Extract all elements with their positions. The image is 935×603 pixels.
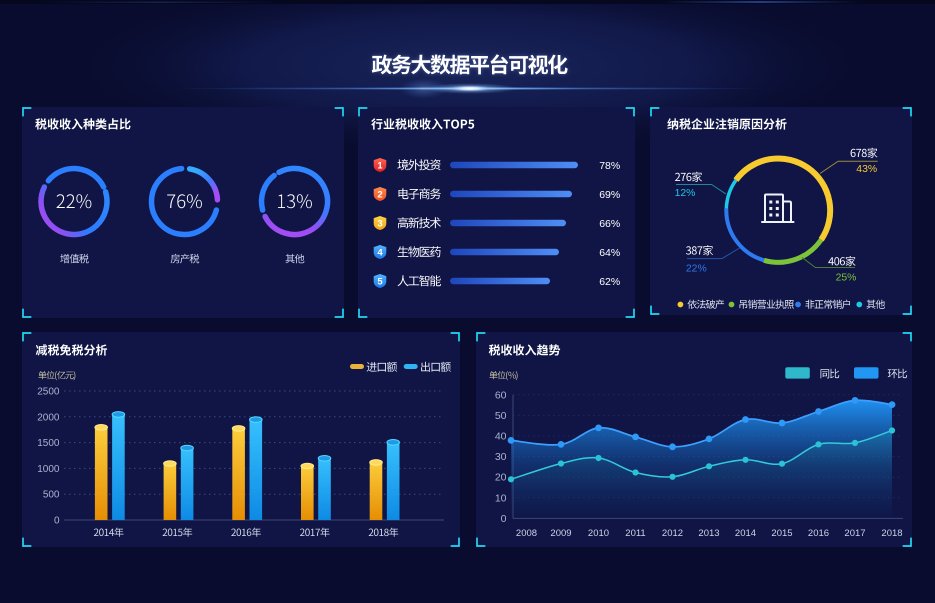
svg-text:2010: 2010: [588, 528, 609, 539]
svg-text:1000: 1000: [37, 464, 60, 475]
svg-text:1: 1: [377, 160, 383, 171]
svg-text:2018: 2018: [881, 528, 902, 539]
svg-text:50: 50: [495, 410, 507, 422]
svg-text:2008: 2008: [516, 528, 537, 539]
svg-text:2: 2: [377, 189, 382, 200]
svg-text:2014: 2014: [735, 528, 756, 539]
svg-text:43%: 43%: [856, 164, 877, 175]
svg-text:4: 4: [377, 247, 383, 258]
svg-text:62%: 62%: [599, 276, 620, 288]
svg-text:2009: 2009: [550, 528, 571, 539]
svg-text:20: 20: [495, 472, 507, 484]
svg-text:2017: 2017: [844, 528, 865, 539]
svg-text:10: 10: [495, 492, 507, 504]
svg-text:3: 3: [377, 218, 382, 229]
svg-text:2015: 2015: [771, 528, 792, 539]
svg-text:2013: 2013: [698, 528, 719, 539]
svg-text:2011: 2011: [625, 528, 645, 539]
svg-text:2000: 2000: [37, 412, 60, 423]
svg-text:2016: 2016: [808, 528, 829, 539]
svg-text:5: 5: [377, 276, 383, 287]
svg-text:0: 0: [54, 516, 60, 527]
svg-text:1500: 1500: [37, 438, 60, 449]
svg-text:12%: 12%: [675, 188, 696, 199]
svg-text:2500: 2500: [37, 387, 60, 398]
svg-text:78%: 78%: [599, 160, 620, 172]
svg-text:500: 500: [43, 490, 60, 501]
svg-text:40: 40: [495, 431, 507, 443]
svg-text:2012: 2012: [662, 528, 683, 539]
svg-text:25%: 25%: [836, 272, 857, 283]
svg-text:66%: 66%: [599, 218, 620, 230]
svg-text:60: 60: [495, 389, 507, 401]
svg-text:64%: 64%: [599, 247, 620, 259]
svg-text:22%: 22%: [686, 264, 707, 275]
svg-text:30: 30: [495, 451, 507, 463]
svg-text:69%: 69%: [599, 189, 620, 201]
svg-text:0: 0: [501, 513, 507, 525]
